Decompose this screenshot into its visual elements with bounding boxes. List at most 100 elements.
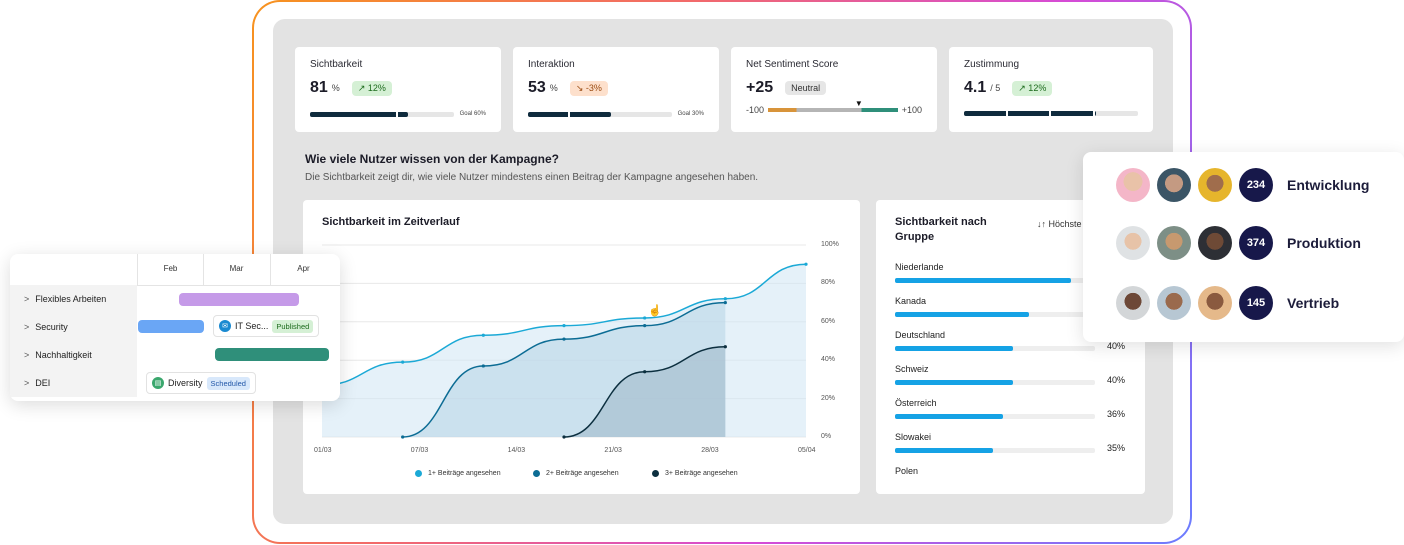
kpi-progress: Goal 60%: [310, 111, 486, 117]
scale-max: +100: [901, 105, 922, 115]
group-percent: 40%: [1106, 375, 1125, 385]
x-tick-label: 28/03: [701, 447, 719, 454]
y-tick-label: 100%: [821, 241, 839, 248]
x-tick-label: 14/03: [507, 447, 526, 454]
group-bar: [895, 414, 1095, 419]
x-tick-label: 07/03: [410, 447, 429, 454]
group-bar: [895, 380, 1095, 385]
delta-badge: ↗ 12%: [1012, 80, 1053, 96]
kpi-label: Net Sentiment Score: [746, 59, 839, 70]
sentiment-scale: -100 ▼ +100: [746, 99, 922, 115]
x-tick-label: 21/03: [604, 447, 622, 454]
avatar: [1116, 286, 1150, 320]
group-row[interactable]: Kanada: [895, 296, 1130, 317]
kpi-progress: Goal 30%: [528, 111, 704, 117]
document-icon: ▤: [152, 377, 164, 389]
group-row[interactable]: Polen: [895, 466, 1130, 476]
group-percent: 35%: [1106, 443, 1125, 453]
group-name: Deutschland: [895, 330, 946, 340]
y-tick-label: 0%: [821, 433, 832, 440]
team-row-vertrieb[interactable]: 145 Vertrieb: [1116, 286, 1339, 320]
legend-dot: [415, 470, 422, 477]
sentiment-badge: Neutral: [785, 81, 827, 95]
kpi-card-zustimmung[interactable]: Zustimmung 4.1/ 5 ↗ 12%: [949, 47, 1153, 132]
kpi-progress: [964, 111, 1138, 116]
kpi-value: 53% ↘ -3%: [528, 79, 704, 97]
kpi-label: Sichtbarkeit: [310, 59, 363, 70]
x-tick-label: 01/03: [314, 447, 332, 454]
month-label: Mar: [229, 264, 244, 273]
content-chip[interactable]: ✉ IT Sec... Published: [213, 315, 320, 337]
group-bar: [895, 278, 1095, 283]
avatar: [1157, 226, 1191, 260]
y-tick-label: 80%: [821, 279, 836, 287]
kpi-label: Zustimmung: [964, 59, 1020, 70]
timeline-header: Feb Mar Apr: [10, 254, 340, 286]
x-tick-label: 05/04: [798, 447, 816, 454]
chevron-right-icon[interactable]: >: [24, 322, 30, 332]
chart-title: Sichtbarkeit im Zeitverlauf: [322, 216, 460, 228]
group-percent: 36%: [1106, 409, 1125, 419]
roadmap-row[interactable]: > Nachhaltigkeit: [10, 341, 340, 369]
mail-icon: ✉: [219, 320, 231, 332]
kpi-card-net-sentiment[interactable]: Net Sentiment Score +25 Neutral -100 ▼ +…: [731, 47, 937, 132]
status-badge: Scheduled: [206, 376, 250, 390]
chevron-right-icon[interactable]: >: [24, 378, 30, 388]
group-name: Slowakei: [895, 432, 932, 442]
roadmap-row[interactable]: > Flexibles Arbeiten: [10, 285, 340, 313]
team-row-produktion[interactable]: 374 Produktion: [1116, 226, 1361, 260]
month-label: Feb: [163, 264, 178, 273]
legend-item-3: 3+ Beiträge angesehen: [652, 470, 738, 477]
team-row-entwicklung[interactable]: 234 Entwicklung: [1116, 168, 1369, 202]
group-row[interactable]: Slowakei 35%: [895, 432, 1130, 453]
kpi-card-sichtbarkeit[interactable]: Sichtbarkeit 81% ↗ 12% Goal 60%: [295, 47, 501, 132]
y-tick-label: 60%: [821, 317, 836, 325]
legend-item-2: 2+ Beiträge angesehen: [533, 470, 619, 477]
y-tick-label: 40%: [821, 356, 836, 364]
kpi-label: Interaktion: [528, 59, 575, 70]
group-row[interactable]: Schweiz 40%: [895, 364, 1130, 385]
roadmap-card: Feb Mar Apr > Flexibles Arbeiten > Securit…: [10, 254, 340, 401]
roadmap-row[interactable]: > DEI ▤ Diversity Scheduled: [10, 369, 340, 397]
avatar: [1198, 286, 1232, 320]
avatar: [1116, 226, 1150, 260]
legend-dot: [533, 470, 540, 477]
group-name: Niederlande: [895, 262, 944, 272]
member-count: 234: [1239, 168, 1273, 202]
chevron-right-icon[interactable]: >: [24, 350, 30, 360]
group-row[interactable]: Deutschland 40%: [895, 330, 1130, 351]
teams-card: 234 Entwicklung 374 Produktion 145 Vertr…: [1083, 152, 1404, 342]
chevron-right-icon[interactable]: >: [24, 294, 30, 304]
section-title: Wie viele Nutzer wissen von der Kampagne…: [305, 152, 559, 166]
content-chip[interactable]: ▤ Diversity Scheduled: [146, 372, 256, 394]
legend-item-1: 1+ Beiträge angesehen: [415, 470, 501, 477]
timeline-bar[interactable]: [215, 348, 329, 361]
score-marker-icon: ▼: [854, 99, 863, 108]
kpi-value: +25 Neutral: [746, 79, 922, 97]
group-name: Kanada: [895, 296, 927, 306]
goal-label: Goal 60%: [459, 111, 486, 117]
avatar: [1157, 168, 1191, 202]
team-name: Produktion: [1287, 235, 1361, 251]
group-row[interactable]: Österreich 36%: [895, 398, 1130, 419]
timeline-bar[interactable]: [179, 293, 299, 306]
group-name: Polen: [895, 466, 919, 476]
avatar: [1116, 168, 1150, 202]
kpi-card-interaktion[interactable]: Interaktion 53% ↘ -3% Goal 30%: [513, 47, 719, 132]
avatar: [1157, 286, 1191, 320]
delta-badge: ↗ 12%: [351, 80, 392, 96]
goal-label: Goal 30%: [677, 111, 704, 117]
group-bar: [895, 346, 1095, 351]
y-tick-label: 20%: [821, 394, 836, 402]
group-row[interactable]: Niederlande: [895, 262, 1130, 283]
month-label: Apr: [297, 264, 310, 273]
avatar: [1198, 168, 1232, 202]
status-badge: Published: [272, 319, 314, 333]
section-subtitle: Die Sichtbarkeit zeigt dir, wie viele Nu…: [305, 172, 759, 183]
team-name: Entwicklung: [1287, 177, 1370, 193]
roadmap-row[interactable]: > Security ✉ IT Sec... Published: [10, 313, 340, 341]
kpi-value: 81% ↗ 12%: [310, 79, 486, 97]
sort-dropdown[interactable]: ↓↑ Höchste: [1037, 219, 1082, 229]
timeline-bar[interactable]: [138, 320, 204, 333]
kpi-value: 4.1/ 5 ↗ 12%: [964, 79, 1138, 97]
